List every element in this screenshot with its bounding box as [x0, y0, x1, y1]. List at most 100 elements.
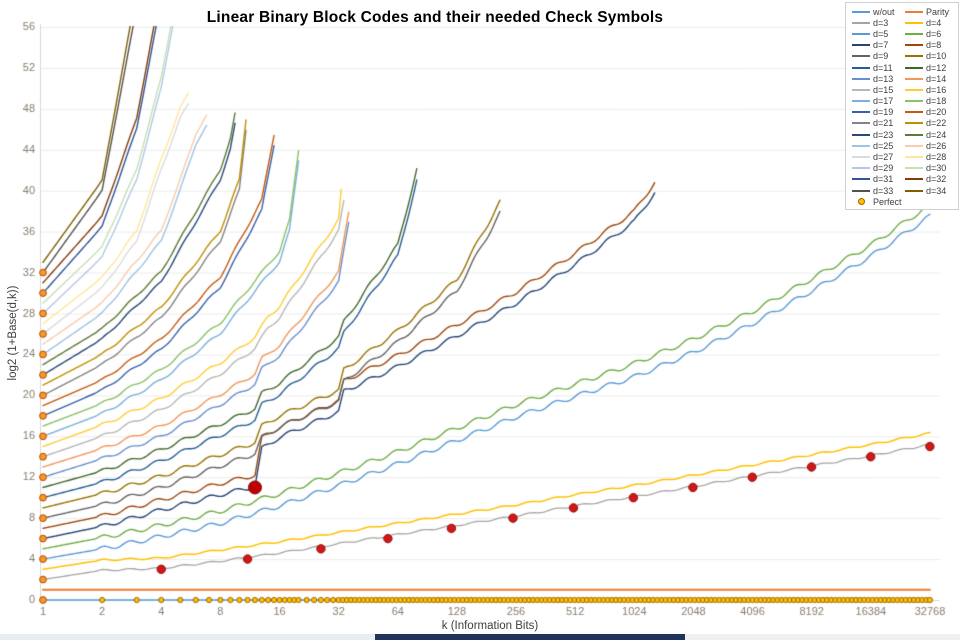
legend-item-label: d=30: [926, 163, 947, 174]
bottom-edge-strip-right: [685, 634, 960, 640]
legend-item-d-20: d=20: [905, 107, 956, 118]
legend-line-swatch: [852, 44, 870, 47]
legend-item-d-13: d=13: [852, 73, 903, 84]
legend-line-swatch: [905, 156, 923, 159]
legend-item-d-26: d=26: [905, 140, 956, 151]
legend-line-swatch: [905, 10, 923, 13]
legend-item-label: d=33: [873, 185, 894, 196]
legend-line-swatch: [905, 66, 923, 69]
legend-line-swatch: [905, 144, 923, 147]
legend-item-label: d=13: [873, 73, 894, 84]
legend-item-label: d=5: [873, 28, 889, 39]
legend-item-label: d=4: [926, 17, 942, 28]
legend-line-swatch: [852, 32, 870, 35]
legend-item-label: d=31: [873, 174, 894, 185]
legend-line-swatch: [852, 178, 870, 181]
legend: w/out Parity d=3 d=4 d=5 d=6 d=7 d=8 d=9 d=10 d=11…: [845, 2, 959, 211]
legend-line-swatch: [905, 111, 923, 114]
legend-line-swatch: [852, 111, 870, 114]
legend-item-d-27: d=27: [852, 151, 903, 162]
legend-item-label: d=14: [926, 73, 947, 84]
legend-item-d-25: d=25: [852, 140, 903, 151]
legend-item-d-14: d=14: [905, 73, 956, 84]
legend-line-swatch: [852, 144, 870, 147]
legend-line-swatch: [852, 55, 870, 58]
legend-item-d-9: d=9: [852, 51, 903, 62]
chart-title: Linear Binary Block Codes and their need…: [206, 9, 664, 26]
legend-dot-swatch: [858, 198, 865, 206]
legend-item-d-19: d=19: [852, 107, 903, 118]
legend-line-swatch: [905, 21, 923, 24]
legend-line-swatch: [905, 167, 923, 170]
legend-line-swatch: [905, 32, 923, 35]
legend-item-d-34: d=34: [905, 185, 956, 196]
legend-line-swatch: [852, 77, 870, 80]
legend-item-label: d=25: [873, 140, 894, 151]
legend-line-swatch: [852, 88, 870, 91]
legend-item-label: d=18: [926, 96, 947, 107]
legend-item-label: w/out: [873, 6, 895, 17]
legend-line-swatch: [905, 55, 923, 58]
legend-item-d-21: d=21: [852, 118, 903, 129]
legend-item-label: d=9: [873, 51, 889, 62]
legend-line-swatch: [905, 133, 923, 136]
legend-item-d-3: d=3: [852, 17, 903, 28]
legend-item-d-15: d=15: [852, 84, 903, 95]
legend-grid: w/out Parity d=3 d=4 d=5 d=6 d=7 d=8 d=9 d=10 d=11…: [852, 6, 956, 207]
legend-item-d-24: d=24: [905, 129, 956, 140]
bottom-edge-strip-left: [0, 634, 375, 640]
legend-line-swatch: [852, 100, 870, 103]
legend-item-label: d=21: [873, 118, 894, 129]
legend-item-label: Perfect: [873, 196, 902, 207]
legend-item-d-12: d=12: [905, 62, 956, 73]
legend-line-swatch: [852, 189, 870, 192]
legend-item-label: Parity: [926, 6, 950, 17]
legend-item-label: d=10: [926, 51, 947, 62]
legend-item-d-33: d=33: [852, 185, 903, 196]
legend-line-swatch: [905, 122, 923, 125]
legend-line-swatch: [852, 156, 870, 159]
legend-item-label: d=6: [926, 28, 942, 39]
legend-item-label: d=32: [926, 174, 947, 185]
legend-item-d-30: d=30: [905, 163, 956, 174]
legend-item-d-4: d=4: [905, 17, 956, 28]
legend-item-label: d=16: [926, 84, 947, 95]
y-axis-title: log2 (1+Base(d,k)): [7, 285, 19, 381]
legend-line-swatch: [905, 189, 923, 192]
legend-item-label: d=27: [873, 152, 894, 163]
legend-item-label: d=20: [926, 107, 947, 118]
legend-item-d-32: d=32: [905, 174, 956, 185]
legend-item-parity: Parity: [905, 6, 956, 17]
legend-item-label: d=24: [926, 129, 947, 140]
legend-line-swatch: [852, 66, 870, 69]
legend-item-label: d=12: [926, 62, 947, 73]
legend-item-label: d=7: [873, 40, 889, 51]
legend-item-label: d=26: [926, 140, 947, 151]
legend-line-swatch: [852, 133, 870, 136]
legend-item-label: d=34: [926, 185, 947, 196]
legend-item-d-8: d=8: [905, 40, 956, 51]
legend-item-label: d=11: [873, 62, 893, 73]
legend-item-w-out: w/out: [852, 6, 903, 17]
legend-item-label: d=3: [873, 17, 889, 28]
legend-item-d-23: d=23: [852, 129, 903, 140]
legend-item-label: d=17: [873, 96, 894, 107]
legend-item-label: d=15: [873, 84, 894, 95]
legend-item-label: d=29: [873, 163, 894, 174]
bottom-edge-strip-center: [375, 634, 685, 640]
legend-item-label: d=23: [873, 129, 894, 140]
legend-item-d-17: d=17: [852, 96, 903, 107]
legend-item-label: d=8: [926, 40, 942, 51]
legend-item-d-7: d=7: [852, 40, 903, 51]
legend-item-d-18: d=18: [905, 96, 956, 107]
legend-item-label: d=28: [926, 152, 947, 163]
legend-item-d-22: d=22: [905, 118, 956, 129]
legend-item-d-6: d=6: [905, 28, 956, 39]
legend-line-swatch: [905, 100, 923, 103]
legend-item-d-31: d=31: [852, 174, 903, 185]
legend-line-swatch: [852, 21, 870, 24]
legend-line-swatch: [905, 178, 923, 181]
legend-line-swatch: [852, 122, 870, 125]
